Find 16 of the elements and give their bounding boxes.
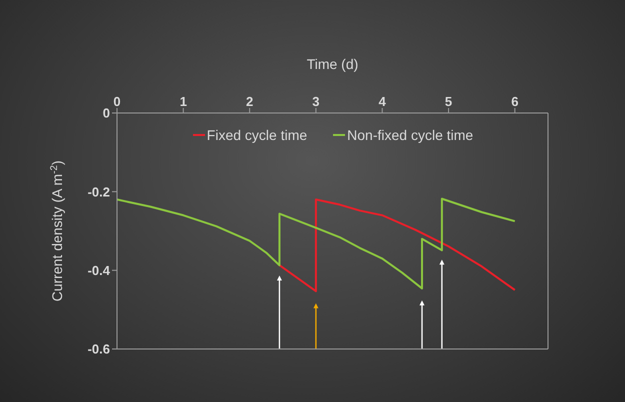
x-tick-label: 2 <box>246 94 254 109</box>
y-tick-label: -0.4 <box>88 262 111 278</box>
line-series <box>278 198 516 292</box>
x-tick-label: 3 <box>312 94 320 109</box>
y-tick-label: 0 <box>102 106 110 121</box>
x-tick-label: 5 <box>444 94 452 109</box>
x-tick-label: 6 <box>511 94 518 109</box>
x-tick-label: 1 <box>180 94 187 109</box>
x-tick-label: 0 <box>113 94 121 109</box>
x-tick-label: 4 <box>378 94 387 109</box>
legend-label: Fixed cycle time <box>206 127 308 143</box>
y-tick-label: -0.2 <box>88 184 110 200</box>
legend-label: Non-fixed cycle time <box>346 127 474 143</box>
x-axis-title: Time (d) <box>306 56 358 72</box>
line-series <box>117 198 516 290</box>
y-tick-label: -0.6 <box>88 342 110 357</box>
